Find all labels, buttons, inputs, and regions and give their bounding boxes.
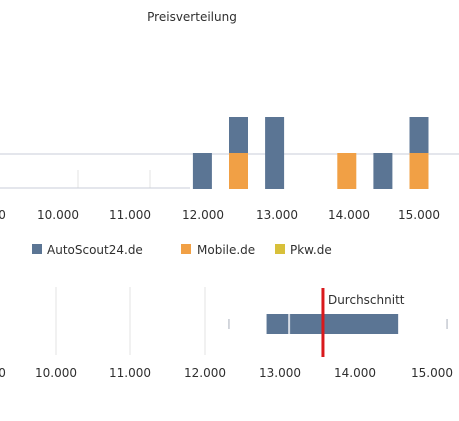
legend-swatch-pkw bbox=[275, 244, 285, 254]
histogram-bar-autoscout bbox=[409, 117, 429, 153]
box-body bbox=[266, 314, 399, 334]
box-tick-label: 14.000 bbox=[334, 366, 376, 380]
box-tick-label: 0 bbox=[0, 366, 6, 380]
hist-tick-label: 11.000 bbox=[109, 208, 151, 222]
histogram-bar-autoscout bbox=[229, 117, 248, 153]
histogram-bar-mobile bbox=[409, 153, 429, 189]
legend-label-pkw: Pkw.de bbox=[290, 243, 332, 257]
chart-legend: AutoScout24.de Mobile.de Pkw.de bbox=[32, 243, 332, 257]
hist-tick-label: 12.000 bbox=[182, 208, 224, 222]
box-tick-label: 10.000 bbox=[35, 366, 77, 380]
mean-label: Durchschnitt bbox=[328, 293, 405, 307]
chart-title: Preisverteilung bbox=[147, 10, 237, 24]
box-tick-label: 11.000 bbox=[109, 366, 151, 380]
box-tick-label: 12.000 bbox=[184, 366, 226, 380]
histogram-bar-autoscout bbox=[192, 153, 212, 189]
histogram-bar-mobile bbox=[229, 153, 248, 189]
hist-tick-label: 15.000 bbox=[398, 208, 440, 222]
hist-tick-label: 13.000 bbox=[256, 208, 298, 222]
hist-tick-label: 10.000 bbox=[37, 208, 79, 222]
legend-label-autoscout: AutoScout24.de bbox=[47, 243, 143, 257]
box-tick-label: 15.000 bbox=[411, 366, 453, 380]
hist-tick-label: 0 bbox=[0, 208, 6, 222]
legend-swatch-autoscout bbox=[32, 244, 42, 254]
legend-swatch-mobile bbox=[181, 244, 191, 254]
histogram-bar-autoscout bbox=[373, 153, 393, 189]
legend-label-mobile: Mobile.de bbox=[197, 243, 255, 257]
histogram-bar-mobile bbox=[337, 153, 357, 189]
box-tick-label: 13.000 bbox=[259, 366, 301, 380]
hist-tick-label: 14.000 bbox=[328, 208, 370, 222]
histogram-bar-autoscout bbox=[265, 117, 285, 189]
